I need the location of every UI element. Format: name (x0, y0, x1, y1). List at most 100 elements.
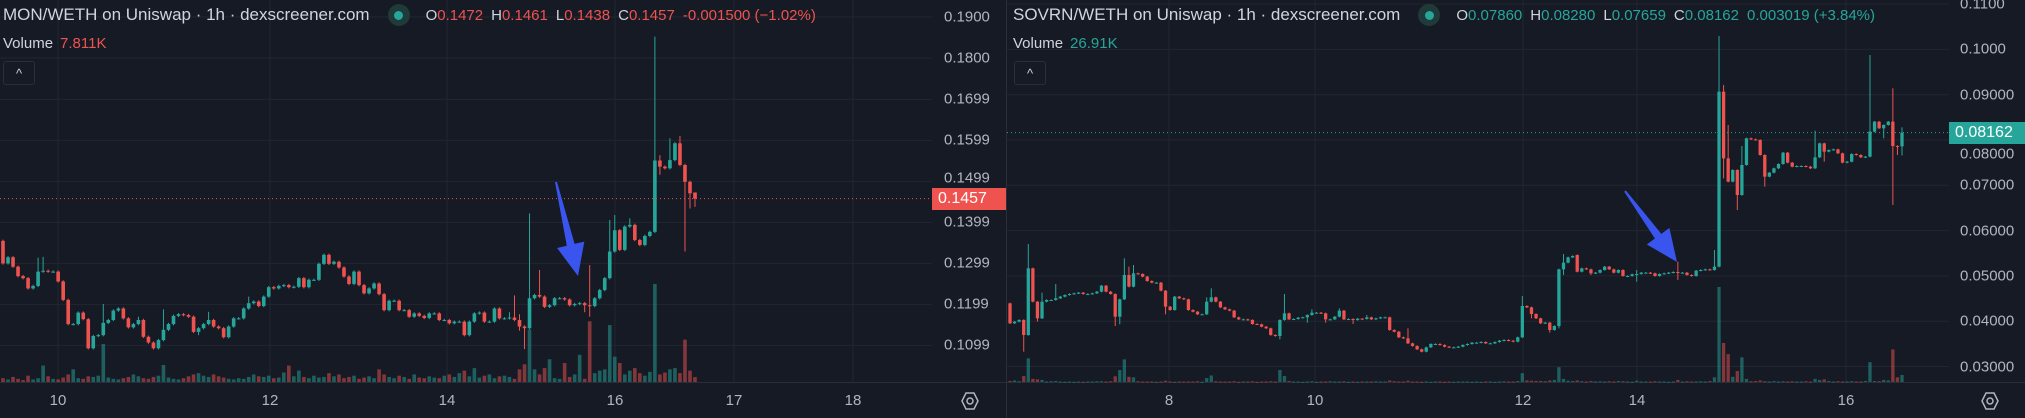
gear-icon[interactable] (1980, 391, 2000, 411)
volume-bar (1630, 381, 1634, 383)
candle-body (322, 254, 326, 264)
candle-body (1113, 294, 1117, 317)
candle-body (612, 230, 617, 252)
volume-bar (1177, 381, 1181, 383)
chart-pane-1[interactable] (1007, 0, 2025, 383)
candle (1726, 125, 1730, 183)
collapse-legend-button[interactable]: ^ (3, 61, 35, 85)
candle (61, 280, 65, 302)
collapse-legend-button[interactable]: ^ (1014, 61, 1046, 85)
candle (592, 297, 597, 308)
candle-body (1776, 164, 1781, 169)
candle (683, 163, 687, 252)
candle (1227, 308, 1232, 312)
candle (1818, 142, 1822, 159)
volume-bar (1708, 380, 1712, 382)
volume-bar (602, 369, 607, 382)
ohlc-legend: O0.07860 H0.08280 L0.07659 C0.08162 0.00… (1456, 7, 1875, 24)
candle-body (638, 240, 642, 245)
candle-body (683, 165, 687, 182)
candle (1031, 267, 1035, 303)
volume-bar (1891, 349, 1895, 382)
candle (522, 325, 527, 350)
candle-body (1497, 340, 1502, 342)
annotation-arrow[interactable] (555, 181, 585, 276)
candle-body (1763, 154, 1767, 177)
volume-bar (592, 373, 597, 382)
candle-body (1891, 121, 1895, 146)
volume-bar (452, 376, 457, 382)
candle (1886, 120, 1890, 126)
candle-body (1438, 343, 1442, 345)
candle-body (1694, 270, 1698, 276)
price-axis-tick: 0.1099 (944, 336, 990, 354)
candle-body (542, 296, 547, 307)
candle (1333, 315, 1337, 321)
candle-body (1141, 273, 1145, 277)
volume-bar (407, 378, 411, 382)
volume-bar (1854, 381, 1858, 383)
candle (246, 296, 251, 310)
volume-bar (276, 377, 281, 382)
candle (1808, 166, 1813, 169)
candle (91, 334, 96, 350)
volume-bar (1859, 381, 1863, 383)
candle-body (577, 303, 582, 305)
candle-body (146, 336, 151, 343)
candle (1566, 256, 1570, 264)
time-axis-tick: 17 (725, 392, 743, 409)
candle-body (1548, 322, 1552, 330)
candle-body (1058, 296, 1062, 299)
volume-bar (472, 368, 477, 382)
volume-bar (1214, 381, 1218, 383)
candle-body (1150, 281, 1154, 283)
candle-body (1845, 161, 1849, 163)
volume-bar (1150, 381, 1154, 383)
high-key: H (1530, 6, 1542, 24)
candle (241, 307, 246, 320)
volume-bar (1447, 381, 1451, 383)
volume-bar (417, 377, 422, 382)
volume-bar (372, 378, 376, 382)
candle-body (572, 304, 577, 306)
candle (1118, 298, 1122, 325)
volume-bar (307, 378, 311, 382)
candle-body (1635, 273, 1639, 275)
candle (141, 318, 146, 339)
volume-bar (1136, 381, 1140, 383)
candle-body (1026, 268, 1030, 336)
annotation-arrow[interactable] (1624, 190, 1677, 262)
candle-body (1250, 319, 1255, 325)
volume-bar (1173, 381, 1177, 383)
candle (1589, 268, 1593, 275)
candle (1474, 341, 1479, 344)
candle-body (1822, 143, 1826, 152)
symbol-title[interactable]: MON/WETH on Uniswap · 1h · dexscreener.c… (3, 5, 370, 24)
candle-body (1657, 273, 1662, 276)
volume-bar (532, 369, 537, 382)
volume-bar (1570, 380, 1575, 382)
candle (387, 299, 391, 312)
candle (191, 315, 196, 334)
symbol-title[interactable]: SOVRN/WETH on Uniswap · 1h · dexscreener… (1013, 5, 1401, 24)
candle-body (11, 257, 15, 267)
candle (1035, 300, 1040, 322)
candle-body (1795, 166, 1799, 168)
candle-body (1461, 344, 1465, 347)
chart-pane-0[interactable] (0, 0, 1006, 383)
candle (1255, 323, 1259, 326)
candle-body (668, 160, 672, 169)
candle-body (1305, 314, 1309, 318)
candle (658, 155, 662, 175)
candle (312, 278, 316, 282)
volume-bar (1694, 381, 1698, 383)
volume-bar (1278, 370, 1282, 382)
volume-bar (1639, 381, 1643, 383)
candle (1593, 272, 1598, 274)
panel-divider[interactable] (1006, 0, 1007, 418)
candle (1433, 343, 1438, 345)
volume-bar (362, 377, 366, 382)
gear-icon[interactable] (960, 391, 980, 411)
candle-body (1401, 337, 1406, 339)
